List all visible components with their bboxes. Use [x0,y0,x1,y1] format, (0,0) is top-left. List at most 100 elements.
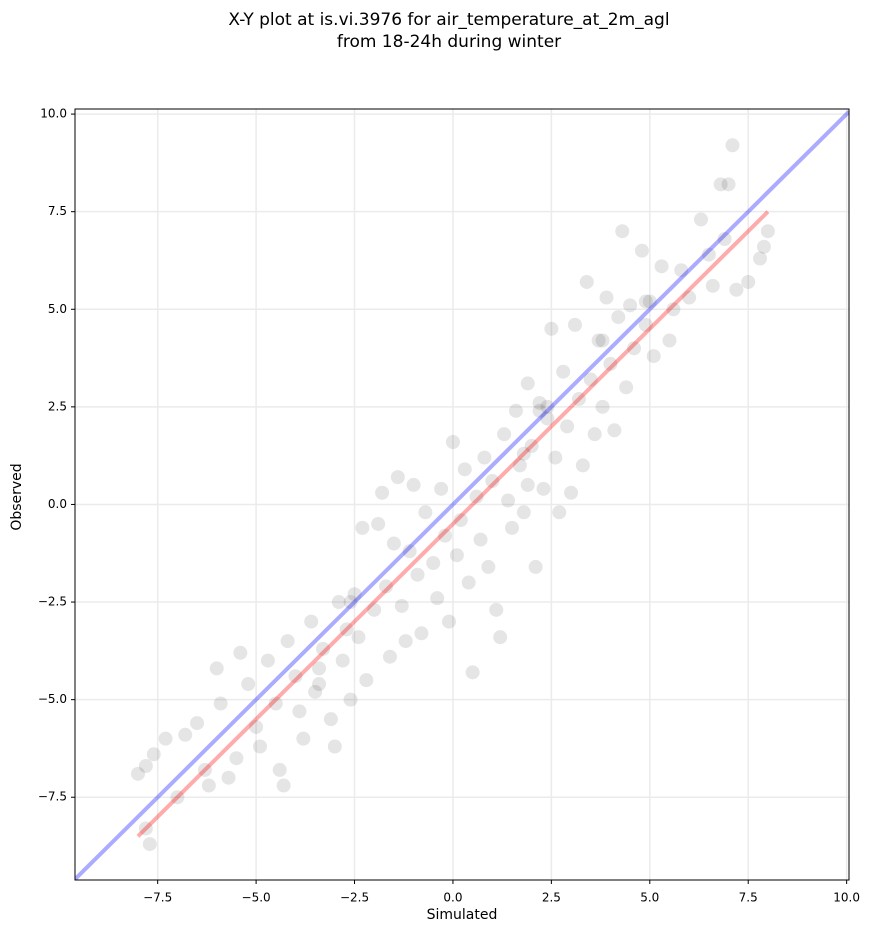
scatter-point [701,247,716,262]
scatter-point [426,556,441,571]
scatter-point [741,274,756,289]
scatter-point [607,423,622,438]
x-tick-label: 2.5 [542,891,561,905]
scatter-point [693,212,708,227]
scatter-point [599,290,614,305]
scatter-point [201,778,216,793]
scatter-point [197,762,212,777]
scatter-point [638,317,653,332]
scatter-point [434,481,449,496]
scatter-point [457,462,472,477]
scatter-point [587,427,602,442]
x-tick-label: −5.0 [242,891,271,905]
scatter-point [623,298,638,313]
scatter-point [386,536,401,551]
scatter-point [142,837,157,852]
scatter-point [552,505,567,520]
scatter-point [721,177,736,192]
scatter-point [556,364,571,379]
scatter-point [713,177,728,192]
scatter-point [209,661,224,676]
scatter-point [469,489,484,504]
scatter-point [371,516,386,531]
scatter-point [288,669,303,684]
scatter-point [666,302,681,317]
scatter-point [367,602,382,617]
scatter-point [296,731,311,746]
scatter-point [760,224,775,239]
scatter-point [190,716,205,731]
scatter-point [430,591,445,606]
scatter-point [241,677,256,692]
scatter-point [532,403,547,418]
scatter-point [312,661,327,676]
scatter-point [178,727,193,742]
scatter-point [355,520,370,535]
scatter-point [508,403,523,418]
scatter-point [489,602,504,617]
scatter-point [520,376,535,391]
scatter-point [347,587,362,602]
scatter-point [548,450,563,465]
scatter-point [516,446,531,461]
scatter-point [323,712,338,727]
scatter-point [461,575,476,590]
scatter-point [611,310,626,325]
scatter-point [382,649,397,664]
scatter-point [583,372,598,387]
scatter-point [233,645,248,660]
scatter-point [595,333,610,348]
scatter-point [343,692,358,707]
scatter-point [477,450,492,465]
y-tick-label: −2.5 [38,595,67,609]
scatter-point [567,317,582,332]
scatter-point [339,622,354,637]
scatter-point [312,677,327,692]
scatter-point [756,239,771,254]
scatter-point [158,731,173,746]
scatter-point [445,434,460,449]
scatter-point [575,458,590,473]
x-tick-label: −2.5 [340,891,369,905]
scatter-point [473,532,488,547]
scatter-point [638,294,653,309]
y-tick-label: 5.0 [48,302,67,316]
scatter-point [674,263,689,278]
scatter-point [308,684,323,699]
scatter-point [642,294,657,309]
scatter-point [130,766,145,781]
scatter-point [138,759,153,774]
scatter-point [603,356,618,371]
scatter-point [272,762,287,777]
scatter-point [418,505,433,520]
scatter-point [493,630,508,645]
scatter-point [725,138,740,153]
scatter-point [615,224,630,239]
scatter-point [520,477,535,492]
scatter-point [221,770,236,785]
scatter-point [394,598,409,613]
scatter-point [449,548,464,563]
x-tick-label: 7.5 [739,891,758,905]
chart-title: X-Y plot at is.vi.3976 for air_temperatu… [228,10,669,30]
scatter-point [465,665,480,680]
scatter-point [213,696,228,711]
scatter-point [327,739,342,754]
scatter-point [504,520,519,535]
scatter-point [343,595,358,610]
scatter-point [453,513,468,528]
scatter-point [532,395,547,410]
scatter-point [229,751,244,766]
scatter-point [560,419,575,434]
scatter-point [571,392,586,407]
scatter-point [280,634,295,649]
scatter-point [138,821,153,836]
scatter-point [662,333,677,348]
scatter-point [627,341,642,356]
scatter-point [438,528,453,543]
scatter-point [536,481,551,496]
scatter-point [351,630,366,645]
scatter-point [359,673,374,688]
y-tick-label: 10.0 [40,107,67,121]
